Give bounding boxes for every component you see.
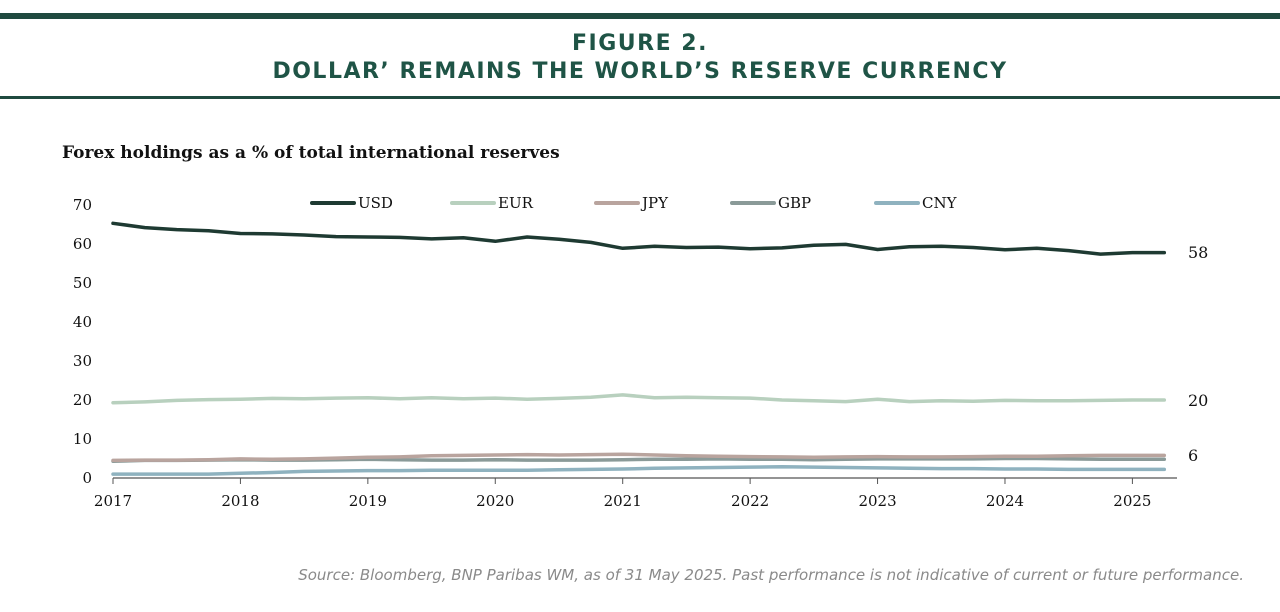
chart-title: Forex holdings as a % of total internati… bbox=[62, 143, 560, 163]
x-tick-label: 2023 bbox=[858, 492, 896, 510]
y-tick-label: 20 bbox=[73, 391, 92, 409]
figure-title-block: FIGURE 2. DOLLAR’ REMAINS THE WORLD’S RE… bbox=[0, 30, 1280, 86]
y-tick-label: 70 bbox=[73, 196, 92, 214]
series-line-usd bbox=[111, 221, 1167, 256]
legend-label-gbp: GBP bbox=[778, 194, 811, 212]
end-labels: 58 20 6 bbox=[1188, 243, 1208, 465]
legend-label-eur: EUR bbox=[498, 194, 534, 212]
y-tick-label: 40 bbox=[73, 313, 92, 331]
series-line-cny bbox=[111, 464, 1167, 476]
y-tick-label: 0 bbox=[82, 469, 92, 487]
series-line-jpy bbox=[111, 452, 1167, 463]
figure-title: DOLLAR’ REMAINS THE WORLD’S RESERVE CURR… bbox=[272, 59, 1008, 84]
source-note: Source: Bloomberg, BNP Paribas WM, as of… bbox=[298, 566, 1244, 584]
series-line-eur bbox=[111, 393, 1167, 405]
legend-label-jpy: JPY bbox=[640, 194, 669, 212]
x-tick-label: 2025 bbox=[1113, 492, 1151, 510]
legend: USD EUR JPY GBP CNY bbox=[310, 194, 958, 212]
y-tick-label: 50 bbox=[73, 274, 92, 292]
header-top-rule bbox=[0, 13, 1280, 19]
x-tick-label: 2020 bbox=[476, 492, 514, 510]
y-tick-label: 10 bbox=[73, 430, 92, 448]
end-label-eur: 20 bbox=[1188, 391, 1208, 410]
legend-label-cny: CNY bbox=[922, 194, 958, 212]
y-tick-label: 60 bbox=[73, 235, 92, 253]
figure-label: FIGURE 2. bbox=[572, 31, 708, 56]
x-tick-label: 2024 bbox=[986, 492, 1024, 510]
header-bottom-rule bbox=[0, 96, 1280, 99]
end-label-usd: 58 bbox=[1188, 243, 1208, 262]
end-label-jpy: 6 bbox=[1188, 446, 1198, 465]
x-tick-label: 2021 bbox=[604, 492, 642, 510]
y-tick-label: 30 bbox=[73, 352, 92, 370]
series-layer bbox=[111, 221, 1167, 476]
x-tick-label: 2022 bbox=[731, 492, 769, 510]
legend-label-usd: USD bbox=[358, 194, 393, 212]
x-tick-label: 2018 bbox=[221, 492, 259, 510]
axes: 2017 2018 2019 2020 2021 2022 2023 2024 2025 0 10 2… bbox=[73, 196, 1177, 510]
x-tick-label: 2017 bbox=[94, 492, 132, 510]
x-tick-label: 2019 bbox=[349, 492, 387, 510]
